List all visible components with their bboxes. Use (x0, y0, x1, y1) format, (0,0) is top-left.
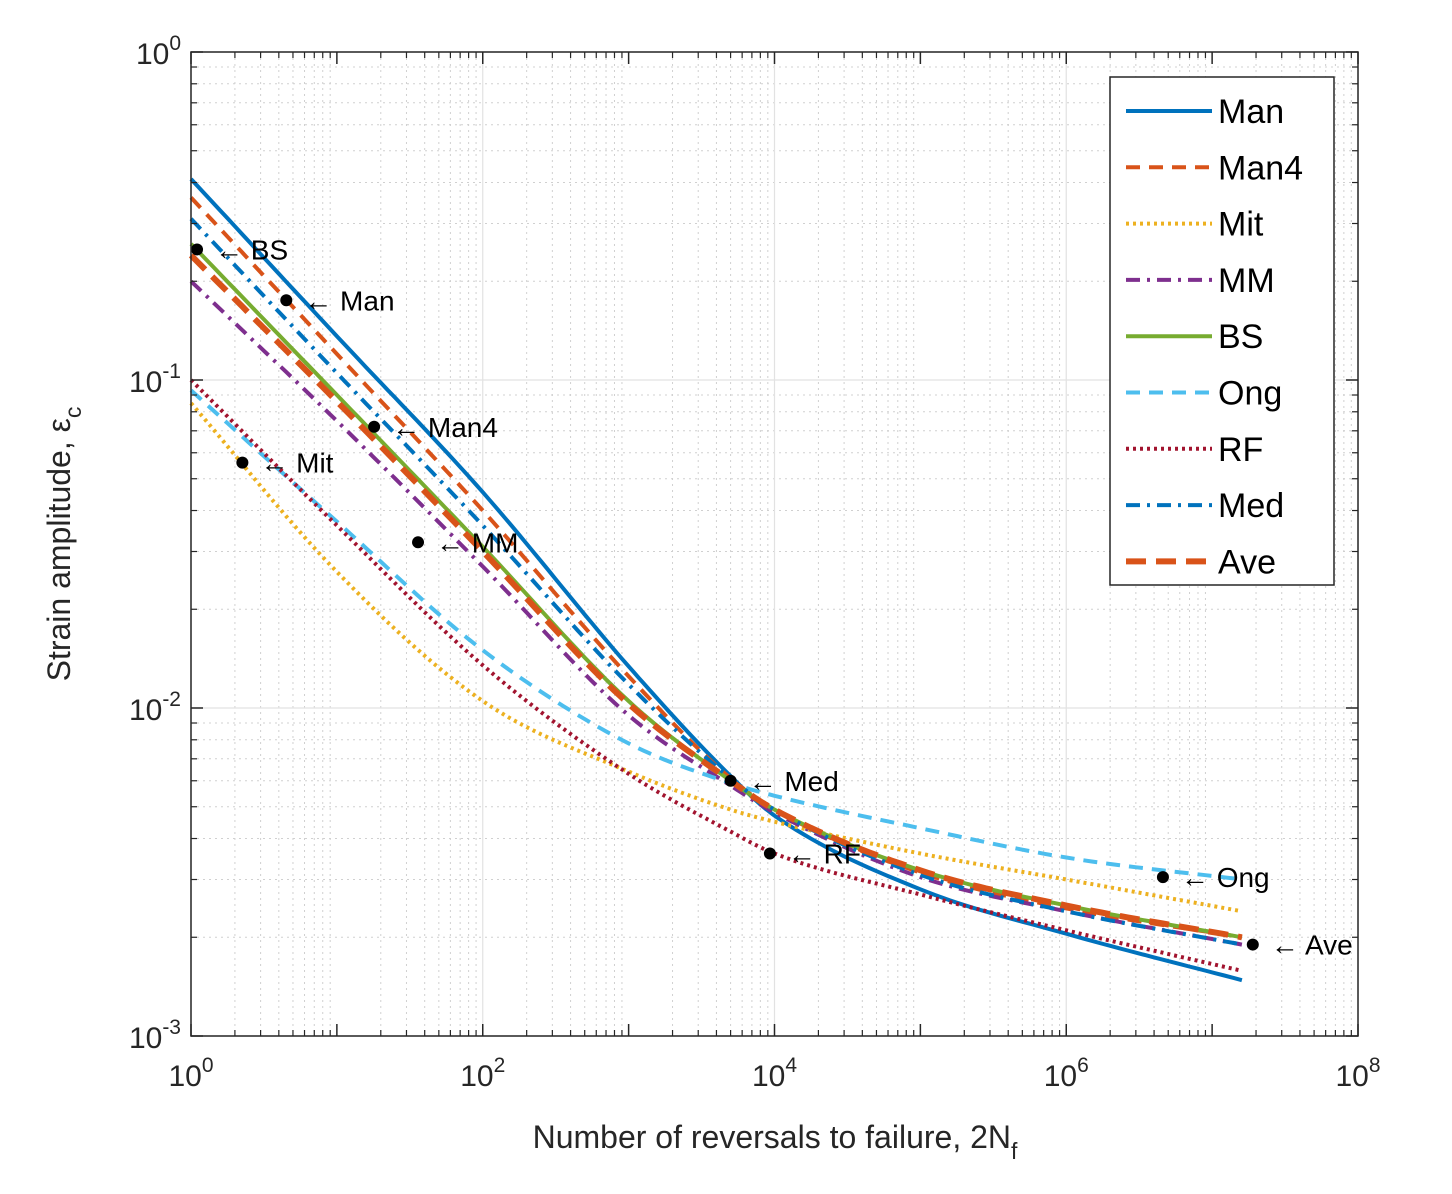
marker-ong (1156, 871, 1169, 884)
marker-rf (763, 847, 776, 860)
legend-label-mit: Mit (1218, 206, 1264, 244)
legend-label-rf: RF (1218, 431, 1263, 469)
y-tick-labels: 100 10-1 10-2 10-3 (129, 32, 181, 1055)
y-tick-label: 10-3 (129, 1016, 181, 1055)
y-axis-label: Strain amplitude, εc (41, 407, 86, 682)
x-axis-label: Number of reversals to failure, 2Nf (533, 1119, 1018, 1164)
legend-label-med: Med (1218, 487, 1284, 525)
series-line-rf (189, 378, 1243, 973)
y-tick-label: 10-1 (129, 360, 181, 399)
annotation-med: ← Med (749, 766, 839, 797)
legend-label-ave: Ave (1218, 543, 1276, 581)
legend-label-man: Man (1218, 93, 1284, 131)
x-tick-label: 106 (1044, 1054, 1089, 1093)
annotation-ong: ← Ong (1181, 862, 1270, 893)
legend-label-mm: MM (1218, 262, 1275, 300)
x-tick-label: 100 (168, 1054, 213, 1093)
x-tick-label: 108 (1335, 1054, 1380, 1093)
legend-label-bs: BS (1218, 318, 1263, 356)
x-tick-labels: 100 102 104 106 108 (168, 1054, 1380, 1093)
annotation-mm: ← MM (436, 527, 518, 558)
marker-ave (1246, 938, 1259, 951)
marker-man (280, 294, 293, 307)
x-tick-label: 104 (752, 1054, 797, 1093)
annotation-ave: ← Ave (1271, 930, 1353, 961)
axes-frame (190, 51, 1359, 1037)
marker-mit (236, 456, 249, 469)
marker-layer: ← BS ← Man ← Man4 ← Mit ← MM ← Med ← RF ← Ong ← … (191, 234, 1353, 961)
y-tick-label: 10-2 (129, 688, 181, 727)
series-line-mm (189, 279, 1243, 947)
legend-label-man4: Man4 (1218, 149, 1303, 187)
annotation-bs: ← BS (215, 234, 288, 265)
marker-bs (191, 243, 204, 256)
x-tick-label: 102 (460, 1054, 505, 1093)
marker-man4 (368, 420, 381, 433)
annotation-mit: ← Mit (260, 448, 333, 479)
legend-box (1109, 76, 1335, 586)
legend-label-ong: Ong (1218, 375, 1282, 413)
marker-med (724, 774, 737, 787)
y-tick-label: 100 (136, 32, 181, 71)
marker-mm (412, 536, 425, 549)
legend: Man Man4 Mit MM BS Ong RF Med Ave (1109, 76, 1335, 586)
annotation-man4: ← Man4 (392, 412, 498, 443)
annotation-rf: ← RF (788, 839, 861, 870)
annotation-man: ← Man (304, 285, 394, 316)
